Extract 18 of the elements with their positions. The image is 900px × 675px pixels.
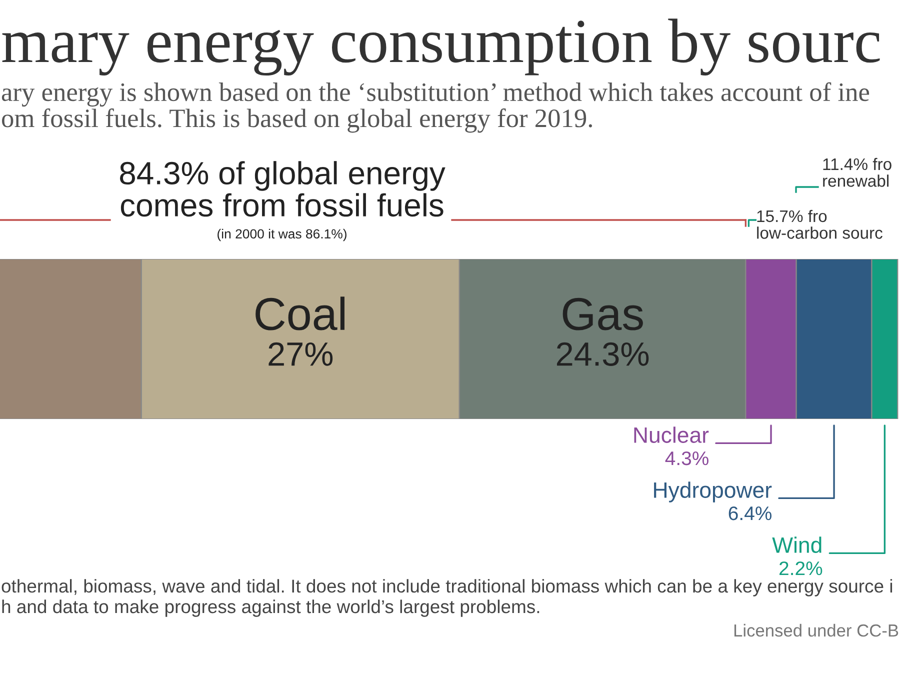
text: othermal, biomass, wave and tidal. It does not include traditional biomass which can be a key energy source i h and data to make progress against the world’s largest problems. bbox=[2, 579, 892, 617]
chart-title: mary energy consumption by sourc bbox=[2, 18, 880, 76]
data-label: 6.4% bbox=[728, 506, 772, 520]
data-label: 4.3% bbox=[665, 451, 708, 466]
text: Licensed under CC-B bbox=[734, 624, 898, 637]
text: Hydropower bbox=[654, 482, 772, 502]
text: 11.4% fro renewabl bbox=[823, 158, 892, 187]
data-label: 24.3% bbox=[556, 342, 649, 366]
data-label: 2.2% bbox=[780, 561, 822, 576]
data-label: 27% bbox=[268, 342, 333, 366]
series-label: Gas bbox=[562, 298, 643, 330]
text: 84.3% of global energy comes from fossil fuels bbox=[120, 161, 446, 217]
text: 15.7% fro low-carbon sourc bbox=[757, 210, 882, 239]
text: (in 2000 it was 86.1%) bbox=[218, 228, 346, 242]
chart-subtitle: ary energy is shown based on the ‘substitution’ method which takes account of ine om fossil fuels. This is based on global energy for 2019. bbox=[2, 82, 870, 133]
series-label: Coal bbox=[256, 296, 344, 330]
text: Wind bbox=[772, 536, 822, 553]
series-label: Nuclear bbox=[634, 426, 709, 443]
